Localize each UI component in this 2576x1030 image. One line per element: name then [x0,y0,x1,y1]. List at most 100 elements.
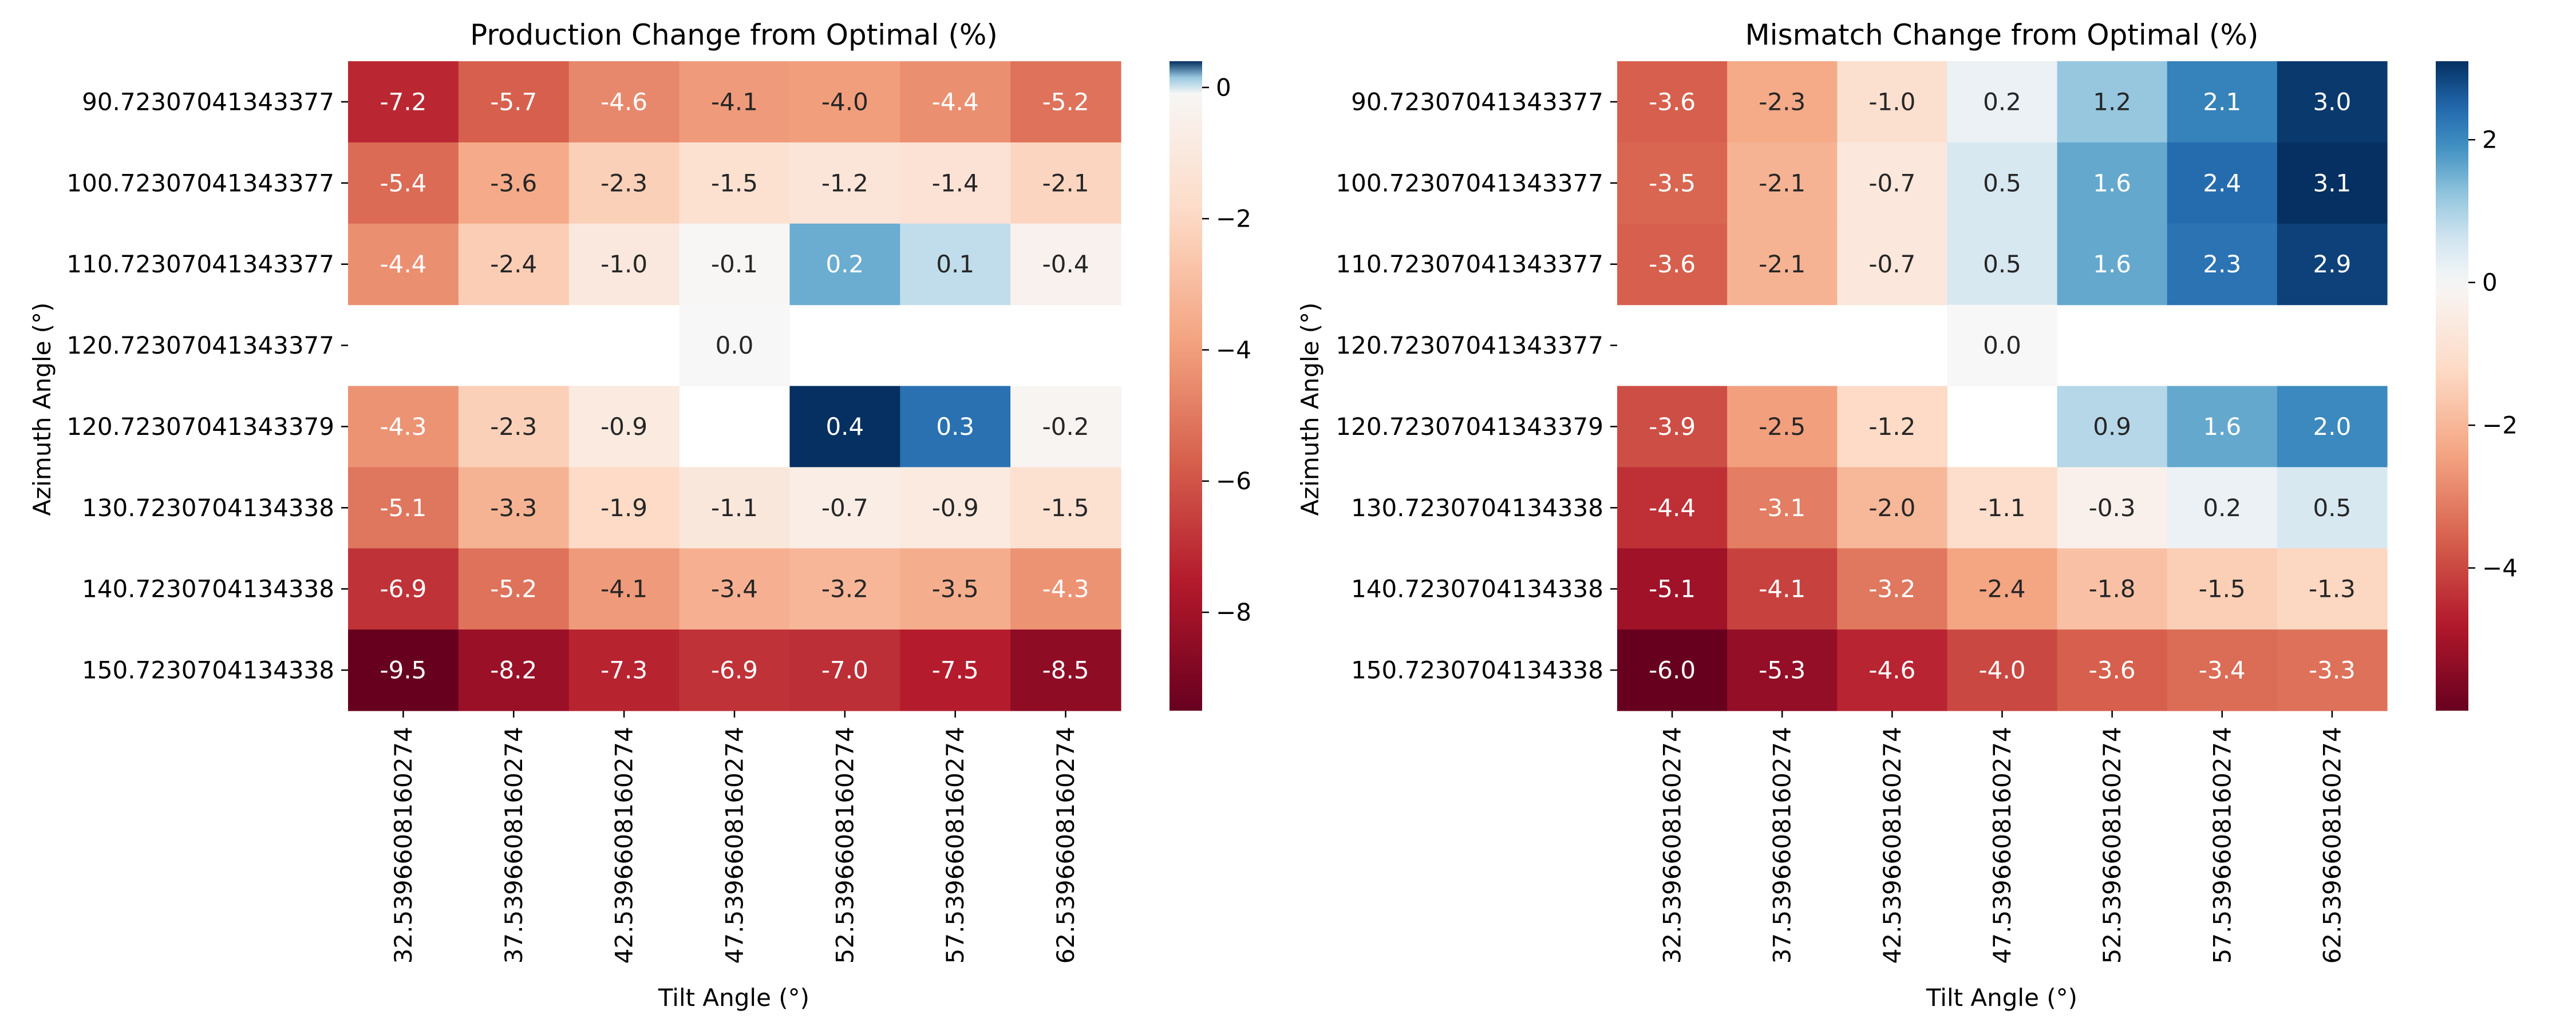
production-colorbar-tick-label: 0 [1216,73,1231,101]
mismatch-x-tick-label: 57.5396608160274 [2208,727,2236,964]
production-chart-title: Production Change from Optimal (%) [470,18,998,52]
mismatch-cell [1727,629,1838,711]
mismatch-heatmap-panel: Mismatch Change from Optimal (%) -3.6 -2.… [1296,18,2518,1012]
production-cell-label: -1.0 [600,250,647,278]
mismatch-cell [1837,223,1948,306]
mismatch-cell [2167,386,2278,468]
production-cell [679,304,791,387]
production-cell-label: -4.4 [380,250,426,278]
production-cell-label: -3.4 [711,575,758,603]
mismatch-cell [1617,548,1728,630]
mismatch-cell-label: 0.5 [2313,494,2352,522]
mismatch-cell-label: -2.0 [1868,494,1915,522]
mismatch-cell-label: -3.9 [1649,413,1696,441]
mismatch-y-axis-ticks: 90.72307041343377 100.72307041343377 110.7… [1336,88,1617,684]
mismatch-cell-label: -4.0 [1979,656,2026,684]
mismatch-cell-label: -3.2 [1868,575,1915,603]
production-cell-label: -4.4 [932,88,979,116]
mismatch-x-tick-label: 42.5396608160274 [1878,727,1906,964]
production-cell-label: -9.5 [380,656,426,684]
production-cell [568,386,680,468]
mismatch-cell [1617,467,1728,549]
mismatch-cell-label: -4.1 [1759,575,1805,603]
mismatch-cell-label: 2.3 [2203,250,2241,278]
production-y-tick-label: 100.72307041343377 [66,169,334,197]
production-cell [789,223,900,306]
mismatch-cell-label: -1.5 [2199,575,2246,603]
production-cell [1010,61,1121,143]
production-y-tick-label: 130.7230704134338 [82,494,334,522]
mismatch-cell-label: 2.9 [2313,250,2352,278]
mismatch-cell [1837,629,1948,711]
mismatch-cell [1837,548,1948,630]
production-cell-label: -0.9 [932,494,979,522]
production-y-tick-label: 110.72307041343377 [66,250,334,278]
mismatch-cell [2277,467,2388,549]
production-cell-label: -8.5 [1042,656,1089,684]
mismatch-cell-label: 2.0 [2313,413,2352,441]
production-cell [789,142,900,224]
mismatch-cell-label: -3.1 [1759,494,1805,522]
mismatch-cell-label: 1.6 [2093,169,2131,197]
production-cell [568,467,680,549]
production-cell-label: -5.1 [380,494,426,522]
production-cell [1010,467,1121,549]
production-cell [348,467,459,549]
production-cell [1010,223,1121,306]
mismatch-cell-label: -3.4 [2199,656,2246,684]
production-cell-label: -1.4 [932,169,979,197]
production-cell [679,223,791,306]
production-cell [679,61,791,143]
production-cell-label: -2.3 [490,413,537,441]
mismatch-y-axis-label: Azimuth Angle (°) [1296,302,1324,516]
mismatch-x-tick-label: 32.5396608160274 [1658,727,1686,964]
production-cell [458,467,570,549]
production-cell-label: -1.5 [1042,494,1089,522]
mismatch-cell [2167,142,2278,224]
mismatch-cell [1727,223,1838,306]
production-cell-label: -8.2 [490,656,537,684]
mismatch-cell-label: -5.1 [1649,575,1696,603]
production-colorbar-tick-label: −4 [1216,336,1251,364]
mismatch-cell-label: -1.1 [1979,494,2026,522]
mismatch-cell [2167,548,2278,630]
mismatch-cell [2167,223,2278,306]
production-cell-label: -1.9 [600,494,647,522]
mismatch-cell-label: -3.5 [1649,169,1696,197]
production-cell-label: -0.4 [1042,250,1089,278]
production-cell [900,629,1011,711]
mismatch-cell-label: -1.8 [2089,575,2136,603]
mismatch-cell [2057,142,2168,224]
mismatch-y-tick-label: 120.72307041343379 [1336,413,1603,441]
production-cell-label: -5.4 [380,169,426,197]
mismatch-cell-label: 2.1 [2203,88,2241,116]
mismatch-cell [2277,223,2388,306]
mismatch-cell [1837,386,1948,468]
mismatch-cell-label: 0.0 [1983,331,2021,359]
mismatch-cell [1947,629,2058,711]
production-cell-label: -0.7 [821,494,868,522]
production-x-tick-label: 62.5396608160274 [1052,727,1080,964]
mismatch-cell-label: -4.4 [1649,494,1696,522]
mismatch-cell-label: -1.3 [2309,575,2356,603]
mismatch-cell-label: 3.0 [2313,88,2352,116]
production-colorbar-gradient [1170,61,1202,711]
mismatch-y-tick-label: 140.7230704134338 [1351,575,1603,603]
production-cell [900,61,1011,143]
production-cell [1010,629,1121,711]
production-x-axis-ticks: 32.5396608160274 37.5396608160274 42.53966… [389,711,1080,964]
production-cell-label: -3.2 [821,575,868,603]
production-cell-label: -2.1 [1042,169,1089,197]
production-cell [789,386,900,468]
mismatch-cell-label: -0.7 [1868,169,1915,197]
mismatch-colorbar-tick-label: 2 [2482,126,2498,154]
mismatch-cell [1617,142,1728,224]
mismatch-cell [2277,629,2388,711]
mismatch-cell-label: -2.1 [1759,250,1805,278]
production-cell-label: -5.7 [490,88,537,116]
mismatch-cell-label: -3.6 [2089,656,2136,684]
mismatch-y-tick-label: 100.72307041343377 [1336,169,1603,197]
production-cell-label: -6.9 [380,575,426,603]
production-cell [458,629,570,711]
